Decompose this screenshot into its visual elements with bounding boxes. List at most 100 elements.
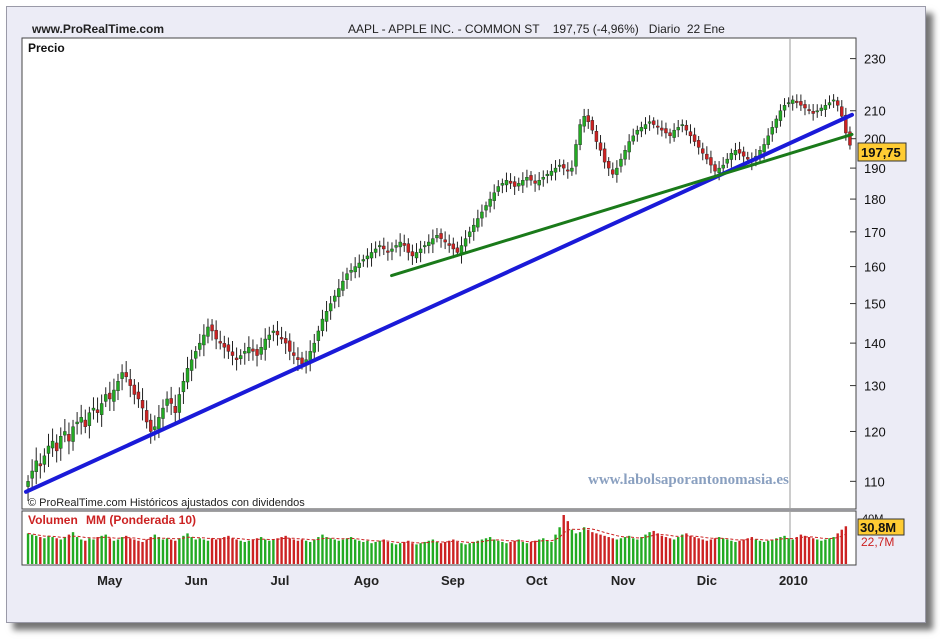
ohlc-bar xyxy=(124,361,128,383)
ohlc-body xyxy=(439,233,443,239)
ohlc-body xyxy=(136,391,141,400)
ohlc-body xyxy=(267,334,272,340)
chart-header: AAPL - APPLE INC. - COMMON ST 197,75 (-4… xyxy=(348,22,725,36)
ohlc-body xyxy=(782,105,787,111)
ohlc-bar xyxy=(484,201,488,218)
ohlc-body xyxy=(737,149,742,154)
x-tick-label: Sep xyxy=(441,573,465,588)
volume-bar xyxy=(80,539,83,564)
ohlc-body xyxy=(46,445,51,454)
ohlc-bar xyxy=(312,333,316,361)
ohlc-body xyxy=(578,124,582,145)
volume-bar xyxy=(456,541,459,564)
ohlc-body xyxy=(476,218,480,228)
volume-bar xyxy=(578,532,582,564)
ohlc-bar xyxy=(778,104,783,127)
ohlc-body xyxy=(840,106,844,117)
ohlc-body xyxy=(525,177,529,181)
ohlc-bar xyxy=(549,163,554,181)
volume-bar xyxy=(766,540,770,564)
volume-bar xyxy=(345,538,349,564)
ohlc-bar xyxy=(177,387,182,421)
volume-bar xyxy=(460,543,463,564)
ohlc-body xyxy=(243,351,247,354)
ohlc-body xyxy=(255,349,259,356)
volume-bar xyxy=(595,533,598,564)
ohlc-body xyxy=(95,409,100,413)
y-tick-label: 170 xyxy=(864,225,886,240)
ohlc-bar xyxy=(427,234,431,254)
ohlc-body xyxy=(443,239,447,243)
ohlc-body xyxy=(656,125,660,128)
ohlc-bar xyxy=(328,296,333,320)
volume-bar xyxy=(51,537,54,564)
volume-bar xyxy=(546,540,549,564)
ohlc-bar xyxy=(83,409,87,434)
volume-bar xyxy=(219,538,222,564)
volume-bar xyxy=(820,540,823,564)
ohlc-body xyxy=(696,140,701,148)
ohlc-bar xyxy=(87,406,92,439)
volume-bar xyxy=(100,535,103,564)
ohlc-body xyxy=(124,372,128,378)
volume-bar xyxy=(317,537,320,564)
volume-bar xyxy=(374,541,377,564)
y-tick-label: 230 xyxy=(864,52,886,67)
ohlc-bar xyxy=(390,242,394,261)
ohlc-body xyxy=(144,410,149,423)
volume-bar xyxy=(190,537,193,564)
ohlc-body xyxy=(660,127,664,131)
ohlc-body xyxy=(316,330,321,341)
ohlc-body xyxy=(34,460,38,472)
ohlc-body xyxy=(815,110,819,113)
volume-bar xyxy=(550,541,553,564)
volume-bar xyxy=(276,538,279,564)
volume-bar xyxy=(358,540,361,564)
volume-bar xyxy=(116,539,120,564)
ohlc-bar xyxy=(672,123,676,142)
volume-bar xyxy=(660,535,664,564)
ohlc-bar xyxy=(238,349,243,365)
ohlc-bar xyxy=(288,333,292,361)
ohlc-bar xyxy=(67,422,71,455)
volume-bar xyxy=(231,538,234,564)
ohlc-body xyxy=(713,164,717,172)
volume-bar xyxy=(513,540,516,564)
ohlc-body xyxy=(349,269,353,273)
ohlc-bar xyxy=(647,115,652,131)
ohlc-body xyxy=(251,348,255,352)
ohlc-body xyxy=(831,99,836,102)
ohlc-body xyxy=(169,398,173,404)
ohlc-bar xyxy=(574,139,578,175)
price-label: Precio xyxy=(28,41,65,55)
ohlc-bar xyxy=(169,386,173,415)
ohlc-bar xyxy=(807,104,811,115)
volume-bar xyxy=(329,538,332,564)
ohlc-bar xyxy=(181,372,186,405)
x-tick-label: Oct xyxy=(526,573,548,588)
ohlc-bar xyxy=(193,346,198,369)
volume-bar xyxy=(623,537,627,564)
volume-bar xyxy=(754,539,758,564)
ohlc-bar xyxy=(668,128,672,144)
ohlc-bar xyxy=(500,178,505,194)
x-tick-label: May xyxy=(97,573,123,588)
ohlc-body xyxy=(582,116,586,127)
ohlc-bar xyxy=(741,146,746,164)
volume-bar xyxy=(509,541,512,564)
y-tick-label: 180 xyxy=(864,192,886,207)
ohlc-bar xyxy=(378,240,382,257)
ohlc-bar xyxy=(578,119,582,151)
ohlc-body xyxy=(819,107,824,111)
volume-bar xyxy=(35,535,38,564)
ohlc-body xyxy=(128,379,132,386)
ohlc-bar xyxy=(112,378,116,411)
ohlc-bar xyxy=(382,237,386,256)
volume-bar xyxy=(448,540,451,564)
ohlc-body xyxy=(770,127,774,135)
volume-bar xyxy=(771,539,774,564)
volume-bar xyxy=(386,541,390,564)
volume-bar xyxy=(235,539,238,564)
ohlc-body xyxy=(848,131,852,146)
ohlc-body xyxy=(50,440,55,449)
